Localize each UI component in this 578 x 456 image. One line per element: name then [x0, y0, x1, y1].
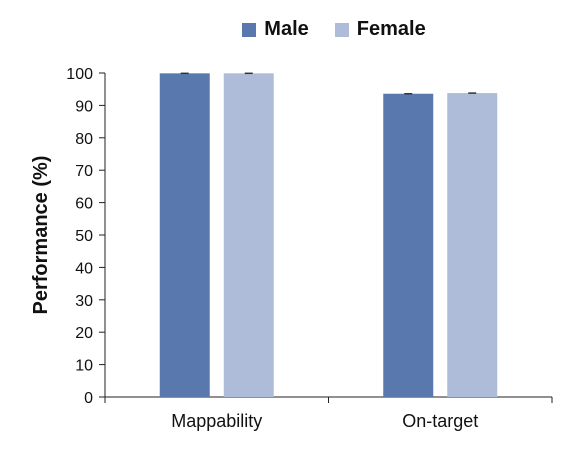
- y-tick-label: 100: [66, 66, 93, 83]
- y-tick-label: 30: [75, 293, 93, 310]
- legend: Male Female: [0, 18, 578, 41]
- legend-item-male: Male: [242, 18, 309, 41]
- legend-item-female: Female: [334, 18, 426, 41]
- y-tick-label: 50: [75, 228, 93, 245]
- bar-male-on-target: [383, 93, 434, 398]
- y-tick-label: 40: [75, 260, 93, 277]
- bar-female-on-target: [447, 93, 498, 397]
- bar-female-mappability: [223, 73, 274, 397]
- x-tick-label: On-target: [402, 411, 478, 431]
- y-tick-label: 0: [84, 390, 93, 407]
- legend-swatch-female: [334, 22, 349, 37]
- bar-male-mappability: [159, 73, 210, 397]
- legend-label-female: Female: [356, 18, 426, 40]
- y-tick-label: 20: [75, 325, 93, 342]
- legend-label-male: Male: [264, 18, 309, 40]
- y-tick-label: 10: [75, 358, 93, 375]
- x-tick-label: Mappability: [171, 411, 262, 431]
- y-tick-label: 60: [75, 196, 93, 213]
- legend-swatch-male: [242, 22, 257, 37]
- y-tick-label: 80: [75, 131, 93, 148]
- y-tick-label: 90: [75, 98, 93, 115]
- y-axis-title: Performance (%): [30, 156, 52, 315]
- y-tick-label: 70: [75, 163, 93, 180]
